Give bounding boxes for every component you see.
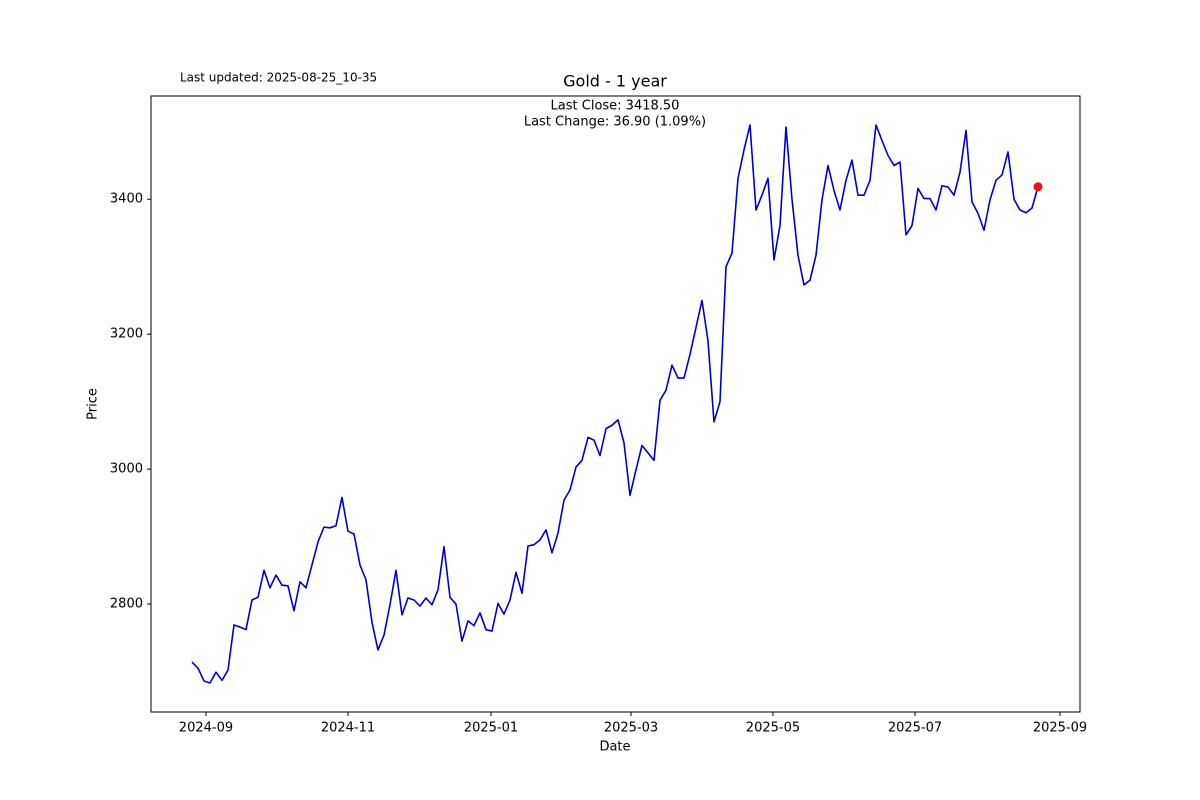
x-tick-label: 2025-05	[746, 721, 800, 736]
y-axis-label: Price	[86, 388, 101, 420]
last-change: Last Change: 36.90 (1.09%)	[524, 115, 706, 130]
x-tick-label: 2025-07	[888, 721, 942, 736]
x-tick-label: 2024-11	[321, 721, 375, 736]
y-tick-label: 3200	[110, 327, 143, 342]
x-tick-label: 2025-01	[464, 721, 518, 736]
y-tick-label: 3400	[110, 192, 143, 207]
y-tick-label: 2800	[110, 597, 143, 612]
last-updated: Last updated: 2025-08-25_10-35	[180, 71, 377, 85]
price-line	[191, 124, 1039, 684]
last-close: Last Close: 3418.50	[551, 99, 680, 114]
x-tick-label: 2025-09	[1033, 721, 1087, 736]
y-tick-label: 3000	[110, 462, 143, 477]
last-close-marker	[1033, 182, 1043, 192]
x-tick-label: 2025-03	[604, 721, 658, 736]
x-tick-label: 2024-09	[179, 721, 233, 736]
x-axis-label: Date	[599, 740, 630, 755]
plot-frame	[150, 95, 1081, 713]
chart-title: Gold - 1 year	[563, 72, 667, 91]
